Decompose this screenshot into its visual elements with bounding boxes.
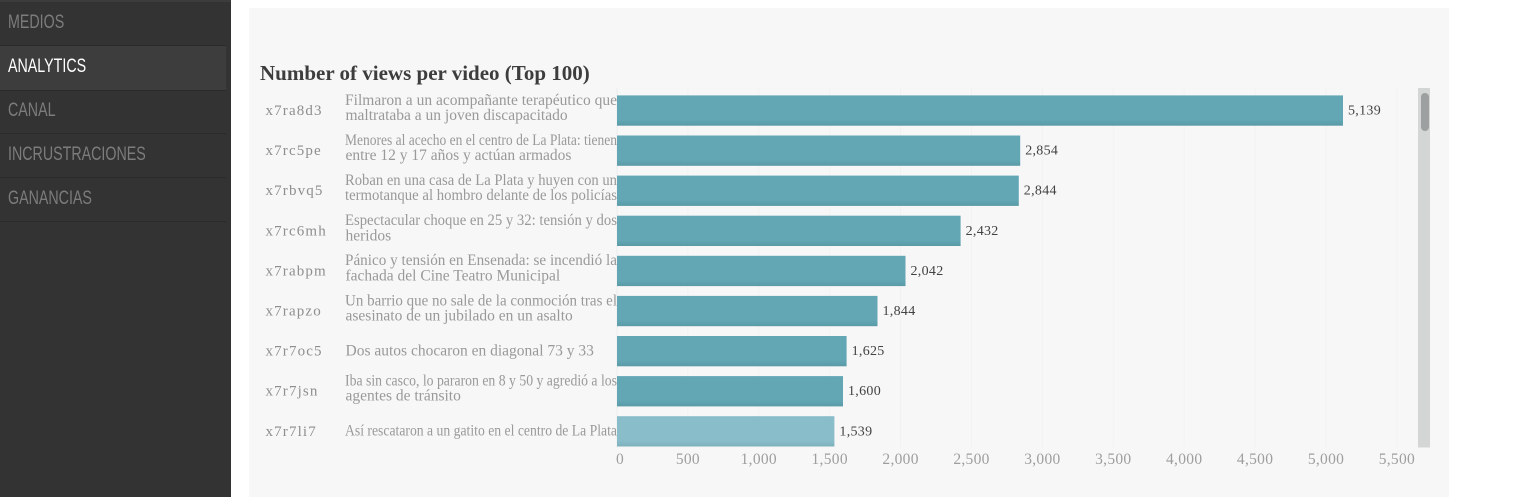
svg-text:fachada del Cine Teatro Munici: fachada del Cine Teatro Municipal [346,267,561,284]
svg-text:entre 12 y 17 años y actúan ar: entre 12 y 17 años y actúan armados [346,147,572,164]
svg-text:maltrataba a un joven discapac: maltrataba a un joven discapacitado [346,107,568,124]
svg-text:x7rc6mh: x7rc6mh [266,223,327,239]
svg-text:x7rc5pe: x7rc5pe [266,143,322,159]
svg-text:x7rabpm: x7rabpm [266,263,327,279]
svg-text:Así rescataron a un gatito en: Así rescataron a un gatito en el centro … [345,423,617,440]
svg-text:0: 0 [616,451,624,468]
svg-text:4,500: 4,500 [1237,451,1273,468]
svg-text:2,844: 2,844 [1024,184,1057,199]
svg-text:agentes de tránsito: agentes de tránsito [346,388,462,405]
svg-text:Roban en una casa de La Plata: Roban en una casa de La Plata y huyen co… [345,172,617,189]
svg-text:Iba sin casco, lo pararon en 8: Iba sin casco, lo pararon en 8 y 50 y ag… [345,373,617,390]
svg-text:2,432: 2,432 [966,224,999,239]
svg-text:2,854: 2,854 [1025,144,1058,159]
svg-text:5,139: 5,139 [1348,104,1381,119]
svg-text:Filmaron a un acompañante tera: Filmaron a un acompañante terapéutico qu… [345,92,617,109]
svg-text:heridos: heridos [346,227,392,244]
svg-text:1,625: 1,625 [852,344,885,359]
svg-text:x7rbvq5: x7rbvq5 [266,183,324,199]
svg-text:2,500: 2,500 [953,451,989,468]
svg-text:asesinato de un jubilado en un: asesinato de un jubilado en un asalto [346,308,574,325]
svg-text:1,500: 1,500 [812,451,848,468]
svg-text:x7r7li7: x7r7li7 [266,424,317,440]
svg-text:2,000: 2,000 [882,451,918,468]
svg-text:1,600: 1,600 [848,384,881,399]
svg-text:500: 500 [676,451,700,468]
svg-text:x7ra8d3: x7ra8d3 [266,103,323,119]
svg-text:1,539: 1,539 [839,424,872,439]
svg-text:5,500: 5,500 [1379,451,1415,468]
svg-text:Un barrio que no sale de la co: Un barrio que no sale de la conmoción tr… [345,292,617,309]
svg-text:3,000: 3,000 [1024,451,1060,468]
svg-text:x7rapzo: x7rapzo [266,304,322,320]
svg-text:3,500: 3,500 [1095,451,1131,468]
svg-text:Number of views per video (Top: Number of views per video (Top 100) [260,61,590,85]
svg-text:Espectacular choque en 25 y 32: Espectacular choque en 25 y 32: tensión … [345,212,617,229]
svg-text:4,000: 4,000 [1166,451,1202,468]
svg-text:2,042: 2,042 [911,264,944,279]
svg-text:1,000: 1,000 [741,451,777,468]
svg-text:Pánico y tensión en Ensenada:: Pánico y tensión en Ensenada: se incendi… [345,252,617,269]
svg-text:x7r7oc5: x7r7oc5 [266,344,323,360]
svg-text:1,844: 1,844 [883,304,916,319]
svg-text:termotanque al hombro delante: termotanque al hombro delante de los pol… [345,187,617,204]
svg-text:Menores al acecho en el centro: Menores al acecho en el centro de La Pla… [345,132,617,149]
svg-text:x7r7jsn: x7r7jsn [266,384,319,400]
svg-text:Dos autos chocaron en diagonal: Dos autos chocaron en diagonal 73 y 33 [346,342,595,359]
svg-text:5,000: 5,000 [1308,451,1344,468]
